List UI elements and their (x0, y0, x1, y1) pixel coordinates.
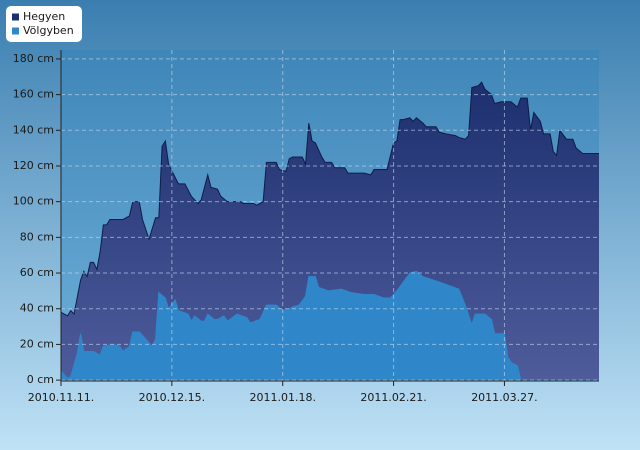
y-tick-label: 20 cm (20, 337, 54, 350)
y-tick-label: 60 cm (20, 266, 54, 279)
y-tick-label: 120 cm (13, 159, 54, 172)
x-tick-label: 2011.03.27. (471, 391, 537, 404)
legend-swatch (12, 27, 19, 35)
y-tick-label: 180 cm (13, 52, 54, 65)
legend-label: Völgyben (23, 24, 74, 37)
y-tick-label: 160 cm (13, 88, 54, 101)
x-tick-label: 2010.12.15. (139, 391, 205, 404)
y-tick-label: 80 cm (20, 230, 54, 243)
area-fill (61, 271, 599, 381)
legend-box (6, 6, 82, 42)
y-tick-label: 100 cm (13, 195, 54, 208)
y-tick-label: 0 cm (27, 373, 54, 386)
legend-swatch (12, 13, 19, 21)
y-tick-label: 40 cm (20, 302, 54, 315)
x-tick-label: 2011.01.18. (249, 391, 315, 404)
legend-label: Hegyen (23, 10, 65, 23)
x-tick-label: 2010.11.11. (28, 391, 94, 404)
y-tick-label: 140 cm (13, 123, 54, 136)
x-tick-label: 2011.02.21. (360, 391, 426, 404)
area-line (60, 270, 599, 381)
